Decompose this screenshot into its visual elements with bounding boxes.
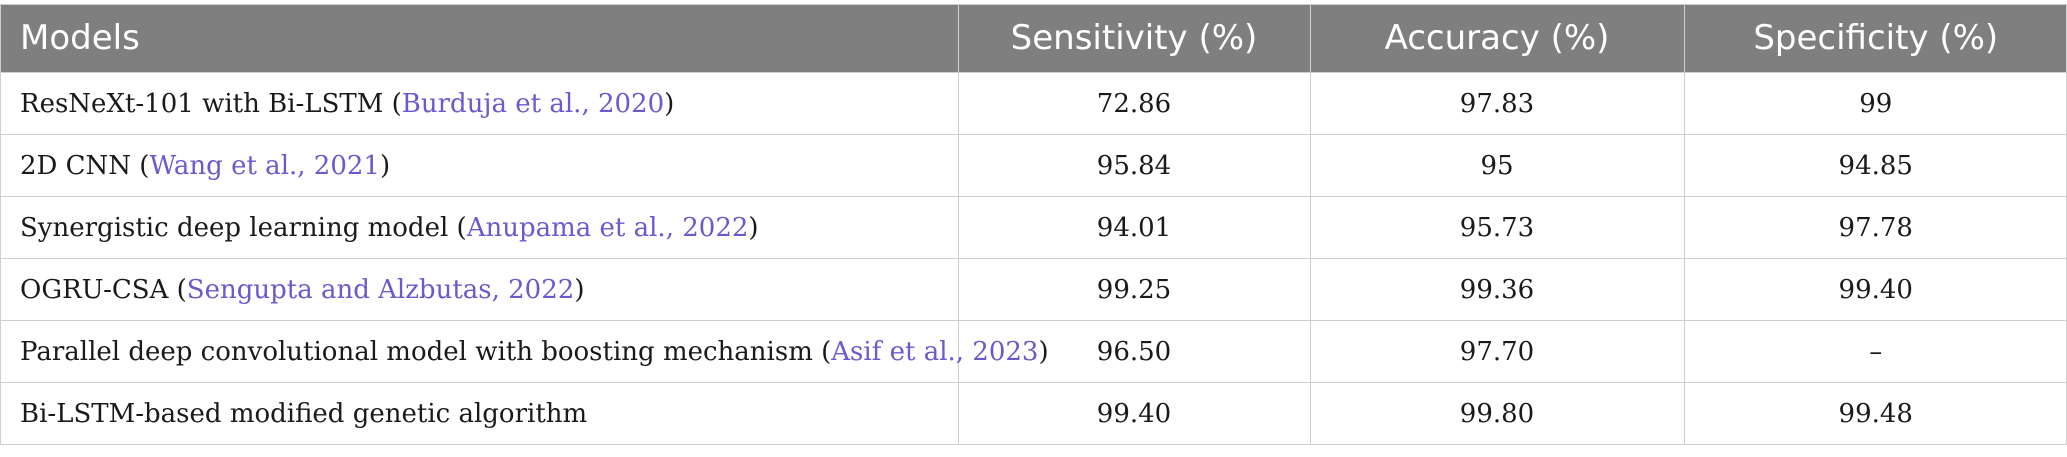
model-cell: OGRU-CSA (Sengupta and Alzbutas, 2022) bbox=[0, 258, 959, 321]
sensitivity-cell: 95.84 bbox=[958, 134, 1311, 197]
model-name: ResNeXt-101 with Bi-LSTM ( bbox=[20, 88, 402, 119]
specificity-cell: – bbox=[1684, 320, 2067, 383]
model-close-paren: ) bbox=[379, 150, 391, 181]
table-row: Bi-LSTM-based modified genetic algorithm… bbox=[0, 382, 2067, 445]
model-close-paren: ) bbox=[574, 274, 585, 305]
specificity-cell: 99.48 bbox=[1684, 382, 2067, 445]
model-close-paren: ) bbox=[664, 88, 675, 119]
accuracy-cell: 95.73 bbox=[1310, 196, 1685, 259]
accuracy-cell: 99.36 bbox=[1310, 258, 1685, 321]
specificity-cell: 99 bbox=[1684, 72, 2067, 135]
model-cell: Parallel deep convolutional model with b… bbox=[0, 320, 1049, 383]
table-row: 2D CNN (Wang et al., 2021) 95.84 95 94.8… bbox=[0, 134, 2067, 197]
reference-link[interactable]: Asif et al., 2023 bbox=[831, 336, 1039, 367]
model-close-paren: ) bbox=[1038, 336, 1049, 367]
accuracy-cell: 97.70 bbox=[1310, 320, 1685, 383]
model-name: Bi-LSTM-based modified genetic algorithm bbox=[20, 398, 588, 429]
header-specificity: Specificity (%) bbox=[1684, 4, 2067, 73]
sensitivity-cell: 96.50 bbox=[958, 320, 1311, 383]
model-comparison-table: Models Sensitivity (%) Accuracy (%) Spec… bbox=[0, 4, 2067, 445]
model-name: 2D CNN ( bbox=[20, 150, 150, 181]
table-row: OGRU-CSA (Sengupta and Alzbutas, 2022) 9… bbox=[0, 258, 2067, 321]
model-cell: Bi-LSTM-based modified genetic algorithm bbox=[0, 382, 959, 445]
sensitivity-cell: 99.40 bbox=[958, 382, 1311, 445]
model-cell: Synergistic deep learning model (Anupama… bbox=[0, 196, 959, 259]
model-cell: 2D CNN (Wang et al., 2021) bbox=[0, 134, 959, 197]
sensitivity-cell: 99.25 bbox=[958, 258, 1311, 321]
accuracy-cell: 99.80 bbox=[1310, 382, 1685, 445]
model-cell: ResNeXt-101 with Bi-LSTM (Burduja et al.… bbox=[0, 72, 959, 135]
reference-link[interactable]: Sengupta and Alzbutas, 2022 bbox=[186, 274, 575, 305]
table-header: Models Sensitivity (%) Accuracy (%) Spec… bbox=[0, 4, 2067, 73]
model-name: Synergistic deep learning model ( bbox=[20, 212, 467, 243]
model-name: OGRU-CSA ( bbox=[20, 274, 187, 305]
reference-link[interactable]: Anupama et al., 2022 bbox=[466, 212, 749, 243]
sensitivity-cell: 94.01 bbox=[958, 196, 1311, 259]
comparison-table-container: Models Sensitivity (%) Accuracy (%) Spec… bbox=[0, 4, 2067, 445]
table-row: ResNeXt-101 with Bi-LSTM (Burduja et al.… bbox=[0, 72, 2067, 135]
table-body: ResNeXt-101 with Bi-LSTM (Burduja et al.… bbox=[0, 72, 2067, 445]
header-models: Models bbox=[0, 4, 959, 73]
specificity-cell: 97.78 bbox=[1684, 196, 2067, 259]
accuracy-cell: 95 bbox=[1310, 134, 1685, 197]
reference-link[interactable]: Wang et al., 2021 bbox=[149, 150, 380, 181]
specificity-cell: 94.85 bbox=[1684, 134, 2067, 197]
model-close-paren: ) bbox=[748, 212, 759, 243]
specificity-cell: 99.40 bbox=[1684, 258, 2067, 321]
sensitivity-cell: 72.86 bbox=[958, 72, 1311, 135]
header-accuracy: Accuracy (%) bbox=[1310, 4, 1685, 73]
header-sensitivity: Sensitivity (%) bbox=[958, 4, 1311, 73]
table-row: Parallel deep convolutional model with b… bbox=[0, 320, 2067, 383]
reference-link[interactable]: Burduja et al., 2020 bbox=[401, 88, 665, 119]
accuracy-cell: 97.83 bbox=[1310, 72, 1685, 135]
table-row: Synergistic deep learning model (Anupama… bbox=[0, 196, 2067, 259]
model-name: Parallel deep convolutional model with b… bbox=[20, 336, 832, 367]
header-row: Models Sensitivity (%) Accuracy (%) Spec… bbox=[0, 4, 2067, 73]
